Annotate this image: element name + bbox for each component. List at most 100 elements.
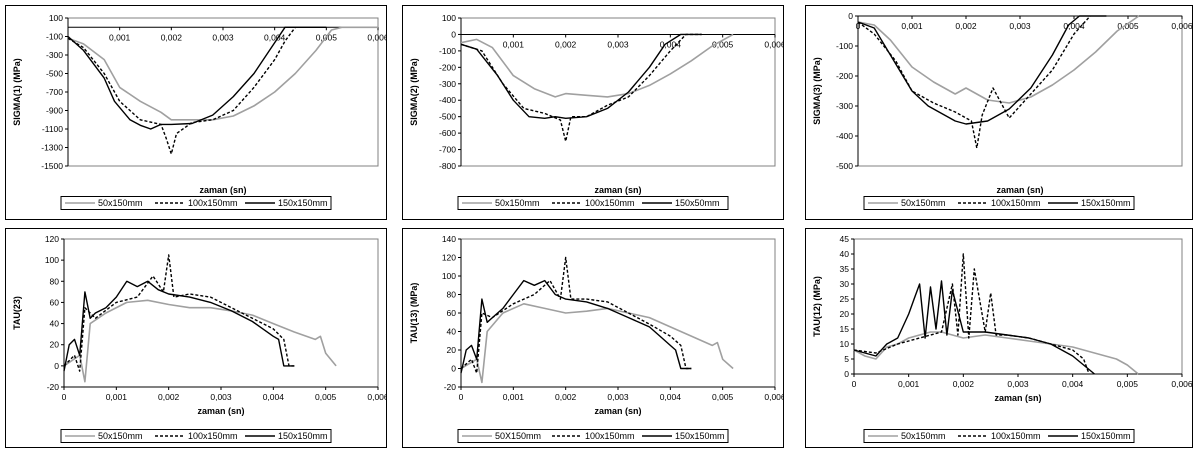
y-tick-label: -300 <box>439 79 456 89</box>
y-axis-title: SIGMA(2) (MPa) <box>409 58 419 126</box>
y-tick-label: 15 <box>840 324 850 334</box>
series-line-1 <box>853 331 1139 375</box>
y-tick-label: -200 <box>439 62 456 72</box>
y-tick-label: 40 <box>840 249 850 259</box>
series-line-1 <box>460 303 734 384</box>
series-line-1 <box>67 26 378 121</box>
x-tick-label: 0,003 <box>607 39 629 49</box>
legend-label-1: 50X150mm <box>495 431 541 441</box>
legend-box <box>457 429 729 443</box>
y-tick-label: -500 <box>439 112 456 122</box>
y-tick-label: -100 <box>46 32 63 42</box>
y-tick-label: 80 <box>447 290 457 300</box>
x-tick-label: 0,003 <box>212 32 234 42</box>
y-tick-label: 30 <box>840 279 850 289</box>
plot-area <box>63 238 379 388</box>
y-tick-label: -500 <box>836 161 853 171</box>
y-tick-label: 20 <box>447 345 457 355</box>
y-tick-label: 80 <box>50 276 60 286</box>
y-tick-label: 5 <box>844 354 849 364</box>
y-tick-label: 45 <box>840 234 850 244</box>
y-tick-label: -100 <box>836 41 853 51</box>
chart-panel-sigma3: 0 -100 -200 -300 -400 -500 0 0,001 0,002 0,003 0,0… <box>805 5 1193 220</box>
x-axis-title: zaman (sn) <box>197 406 244 416</box>
chart-panel-tau23: 120 100 80 60 40 20 0 -20 0 0,001 0,002 0,003 0,004 0… <box>5 228 387 448</box>
x-tick-label: 0,003 <box>210 392 232 402</box>
y-tick-label: 100 <box>442 271 456 281</box>
plot-area <box>857 15 1183 167</box>
legend-label-2: 100x150mm <box>991 198 1041 208</box>
legend-label-1: 50x150mm <box>495 198 540 208</box>
y-tick-label: -20 <box>444 382 457 392</box>
legend-label-2: 100x150mm <box>991 431 1041 441</box>
x-tick-label: 0 <box>856 21 861 31</box>
x-tick-label: 0 <box>852 379 857 389</box>
y-tick-label: -100 <box>439 46 456 56</box>
legend-box <box>863 429 1135 443</box>
x-tick-label: 0,001 <box>901 21 923 31</box>
y-tick-label: 100 <box>45 255 59 265</box>
legend-label-1: 50x150mm <box>901 198 946 208</box>
x-tick-label: 0,002 <box>161 32 183 42</box>
y-tick-label: -500 <box>46 69 63 79</box>
legend-label-3: 150x150mm <box>675 431 725 441</box>
chart-panel-sigma2: 100 0 -100 -200 -300 -400 -500 -600 -700 -800 0,00… <box>402 5 784 220</box>
x-axis-title: zaman (sn) <box>594 406 641 416</box>
x-tick-label: 0,002 <box>953 379 975 389</box>
x-tick-label: 0,002 <box>555 392 577 402</box>
series-line-3 <box>857 15 1107 125</box>
legend-label-2: 100x150mm <box>585 198 635 208</box>
series-line-2 <box>460 33 702 143</box>
x-tick-label: 0 <box>62 392 67 402</box>
chart-panel-tau13: 140 120 100 80 60 40 20 0 -20 0 0,001 0,002 0,003 0,0… <box>402 228 784 448</box>
y-axis-title: SIGMA(3) (MPa) <box>812 57 822 125</box>
x-tick-label: 0,005 <box>1117 379 1139 389</box>
series-line-3 <box>460 33 702 120</box>
y-tick-label: -700 <box>46 87 63 97</box>
x-tick-label: 0,002 <box>955 21 977 31</box>
x-axis-title: zaman (sn) <box>199 185 246 195</box>
x-tick-label: 0 <box>459 392 464 402</box>
y-tick-label: 120 <box>442 253 456 263</box>
x-tick-label: 0,001 <box>503 39 525 49</box>
x-tick-label: 0,005 <box>315 392 337 402</box>
y-tick-label: -700 <box>439 145 456 155</box>
y-tick-label: 100 <box>49 13 63 23</box>
y-tick-label: -800 <box>439 161 456 171</box>
legend-label-3: 150x150mm <box>1081 431 1131 441</box>
series-line-1 <box>460 33 734 98</box>
legend-label-2: 100x150mm <box>585 431 635 441</box>
x-tick-label: 0,005 <box>1117 21 1139 31</box>
series-line-2 <box>63 254 295 372</box>
x-axis-title: zaman (sn) <box>996 185 1043 195</box>
legend-label-1: 50x150mm <box>98 431 143 441</box>
y-axis-title: TAU(12) (MPa) <box>812 276 822 337</box>
y-tick-label: -600 <box>439 128 456 138</box>
y-axis-title: TAU(23) <box>12 296 22 330</box>
x-tick-label: 0,004 <box>263 392 285 402</box>
legend-label-2: 100x150mm <box>188 198 238 208</box>
series-line-3 <box>67 26 327 130</box>
plot-area <box>67 17 379 167</box>
x-tick-label: 0,004 <box>1062 379 1084 389</box>
y-tick-label: 0 <box>848 11 853 21</box>
y-tick-label: 20 <box>840 309 850 319</box>
x-tick-label: 0,006 <box>764 39 783 49</box>
y-tick-label: 0 <box>54 361 59 371</box>
y-tick-label: 35 <box>840 264 850 274</box>
y-tick-label: 0 <box>844 369 849 379</box>
x-axis-title: zaman (sn) <box>994 393 1041 403</box>
legend-label-3: 150x150mm <box>1081 198 1131 208</box>
y-tick-label: 100 <box>442 13 456 23</box>
x-tick-label: 0,002 <box>158 392 180 402</box>
y-axis-title: SIGMA(1) (MPa) <box>12 58 22 126</box>
y-tick-label: 40 <box>50 319 60 329</box>
x-tick-label: 0,004 <box>1063 21 1085 31</box>
legend-box <box>60 196 332 210</box>
x-tick-label: 0,004 <box>660 39 682 49</box>
x-tick-label: 0,006 <box>367 392 386 402</box>
y-tick-label: -300 <box>46 50 63 60</box>
series-line-1 <box>63 299 337 383</box>
